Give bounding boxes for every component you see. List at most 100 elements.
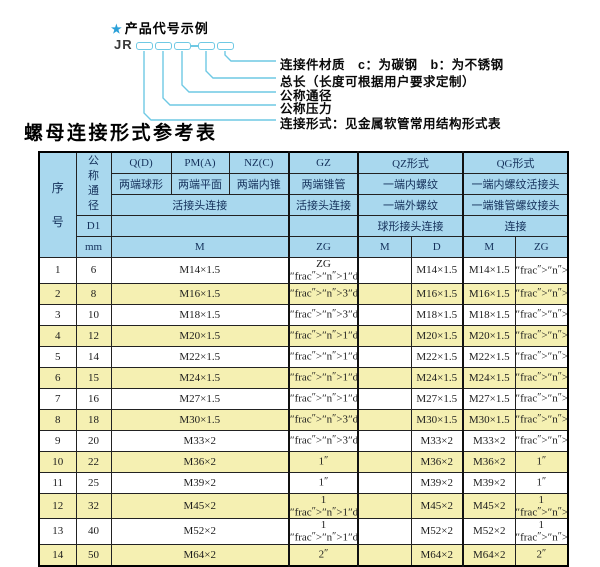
cell-qg_zg: 1″	[514, 450, 569, 473]
cell-no: 13	[38, 518, 77, 545]
table-row: 818M30×1.5″frac″>″n″>3″d″>4″M30×1.5M30×1…	[38, 408, 569, 431]
cell-mm: 18	[75, 408, 112, 431]
cell-qg_m: M52×2	[462, 518, 516, 545]
table-row: 28M16×1.5″frac″>″n″>3″d″>8″M16×1.5M16×1.…	[38, 282, 569, 305]
cell-qg_m: M14×1.5	[462, 257, 516, 284]
cell-zg: ″frac″>″n″>3″d″>8″	[288, 282, 359, 305]
cell-no: 3	[38, 303, 77, 326]
cell-mm: 20	[75, 429, 112, 452]
product-code-example-heading: ★ 产品代号示例	[111, 18, 209, 37]
cell-qg_zg: ″frac″>″n″>3″d″>8″	[514, 303, 569, 326]
cell-zg: ZG ″frac″>″n″>1″d″>4″	[288, 257, 359, 284]
cell-qz_d: M39×2	[410, 471, 465, 494]
cell-zg: 1″	[288, 450, 359, 473]
cell-m: M27×1.5	[110, 387, 290, 410]
header-qg-m: M	[462, 236, 516, 258]
nut-connection-reference-table: 序号 公称通径 Q(D) PM(A) NZ(C) GZ QZ形式 QG形式 两端…	[38, 151, 570, 567]
cell-qz_d: M36×2	[410, 450, 465, 473]
cell-qg_zg: ″frac″>″n″>1″d″>2″	[514, 324, 569, 347]
cell-qz_m	[357, 324, 412, 347]
cell-no: 11	[38, 471, 77, 494]
cell-qg_zg: ″frac″>″n″>3″d″>4″	[514, 429, 569, 452]
cell-qg_m: M39×2	[462, 471, 516, 494]
cell-qz_m	[357, 408, 412, 431]
cell-zg: 2″	[288, 543, 359, 566]
cell-m: M16×1.5	[110, 282, 290, 305]
header-gz-desc: 两端锥管	[288, 173, 359, 195]
cell-m: M30×1.5	[110, 408, 290, 431]
header-union-connection: 活接头连接	[110, 194, 290, 216]
cell-qg_zg: 1 ″frac″>″n″>1″d″>4″	[514, 492, 569, 519]
header-qd-desc: 两端球形	[110, 173, 172, 195]
header-qz-connection: 球形接头连接	[357, 215, 465, 237]
cell-qz_d: M33×2	[410, 429, 465, 452]
heading-text: 产品代号示例	[124, 21, 209, 36]
header-m-thread: M	[110, 236, 290, 258]
cell-qz_d: M14×1.5	[410, 257, 465, 284]
cell-qg_zg: ″frac″>″n″>1″d″>4″	[514, 257, 569, 284]
cell-no: 10	[38, 450, 77, 473]
cell-qz_m	[357, 345, 412, 368]
header-pma: PM(A)	[170, 151, 230, 174]
header-qz-desc2: 一端外螺纹	[357, 194, 465, 216]
code-box-4	[198, 42, 215, 50]
diagram-label-material: 连接件材质 c：为碳钢 b：为不锈钢	[280, 58, 504, 72]
cell-m: M39×2	[110, 471, 290, 494]
cell-mm: 6	[75, 257, 112, 284]
cell-qz_d: M18×1.5	[410, 303, 465, 326]
cell-qg_zg: ″frac″>″n″>1″d″>2″	[514, 345, 569, 368]
cell-no: 12	[38, 492, 77, 519]
cell-mm: 16	[75, 387, 112, 410]
table-row: 310M18×1.5″frac″>″n″>3″d″>8″M18×1.5M18×1…	[38, 303, 569, 326]
cell-no: 6	[38, 366, 77, 389]
cell-zg: ″frac″>″n″>1″d″>2″	[288, 345, 359, 368]
cell-no: 5	[38, 345, 77, 368]
diagram-label-bore: 公称通径	[280, 89, 333, 103]
header-qg-form: QG形式	[462, 151, 569, 174]
cell-qz_d: M20×1.5	[410, 324, 465, 347]
header-bore: 公称通径	[75, 151, 112, 216]
cell-qz_m	[357, 303, 412, 326]
cell-no: 7	[38, 387, 77, 410]
cell-qz_m	[357, 518, 412, 545]
cell-qg_zg: 1 ″frac″>″n″>1″d″>2″	[514, 518, 569, 545]
cell-mm: 25	[75, 471, 112, 494]
header-nzc-desc: 两端内锥	[228, 173, 290, 195]
header-seq: 序号	[38, 151, 77, 258]
header-qg-desc2: 一端锥管螺纹接头	[462, 194, 569, 216]
cell-m: M33×2	[110, 429, 290, 452]
cell-qg_zg: ″frac″>″n″>1″d″>2″	[514, 366, 569, 389]
cell-qg_m: M18×1.5	[462, 303, 516, 326]
cell-qg_m: M22×1.5	[462, 345, 516, 368]
diagram-label-pressure: 公称压力	[280, 102, 333, 116]
cell-m: M20×1.5	[110, 324, 290, 347]
cell-qg_m: M20×1.5	[462, 324, 516, 347]
cell-mm: 15	[75, 366, 112, 389]
cell-qz_d: M22×1.5	[410, 345, 465, 368]
cell-no: 2	[38, 282, 77, 305]
cell-zg: ″frac″>″n″>3″d″>4″	[288, 408, 359, 431]
header-qg-desc1: 一端内螺纹活接头	[462, 173, 569, 195]
cell-qz_m	[357, 543, 412, 566]
table-row: 615M24×1.5″frac″>″n″>1″d″>2″M24×1.5M24×1…	[38, 366, 569, 389]
cell-qz_m	[357, 471, 412, 494]
cell-no: 9	[38, 429, 77, 452]
cell-qz_d: M64×2	[410, 543, 465, 566]
header-gz: GZ	[288, 151, 359, 174]
header-zg-thread: ZG	[288, 236, 359, 258]
table-row: 11 25 M39×2 1″ M39×2 M39×2 1″	[38, 471, 569, 494]
header-nzc: NZ(C)	[228, 151, 290, 174]
cell-qz_m	[357, 257, 412, 284]
cell-no: 14	[38, 543, 77, 566]
cell-zg: ″frac″>″n″>3″d″>8″	[288, 303, 359, 326]
cell-qz_d: M24×1.5	[410, 366, 465, 389]
cell-zg: 1 ″frac″>″n″>1″d″>2″	[288, 518, 359, 545]
cell-no: 8	[38, 408, 77, 431]
cell-no: 1	[38, 257, 77, 284]
cell-zg: 1″	[288, 471, 359, 494]
cell-qz_m	[357, 282, 412, 305]
cell-m: M36×2	[110, 450, 290, 473]
